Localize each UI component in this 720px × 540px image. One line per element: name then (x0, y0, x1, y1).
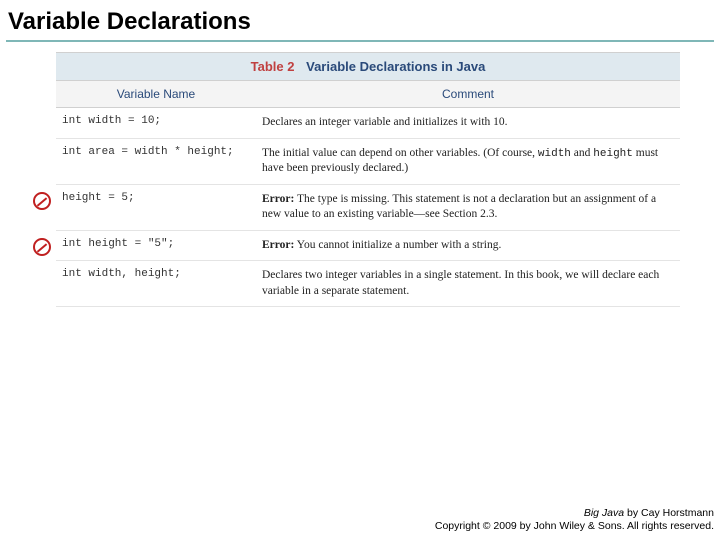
table-row: int width = 10;Declares an integer varia… (56, 108, 680, 139)
table-row: int height = "5";Error: You cannot initi… (56, 231, 680, 262)
error-indicator-cell (28, 139, 56, 184)
slide-footer: Big Java by Cay Horstmann Copyright © 20… (435, 507, 714, 534)
declarations-table: Table 2 Variable Declarations in Java Va… (56, 52, 680, 307)
table-caption: Table 2 Variable Declarations in Java (56, 53, 680, 81)
title-underline (6, 40, 714, 42)
comment-text: Declares two integer variables in a sing… (256, 261, 680, 306)
variable-code: int width = 10; (56, 108, 256, 138)
table-header-row: Variable Name Comment (56, 81, 680, 108)
variable-code: height = 5; (56, 185, 256, 230)
comment-text: Error: You cannot initialize a number wi… (256, 231, 680, 261)
error-indicator-cell (28, 108, 56, 138)
footer-copyright: Copyright © 2009 by John Wiley & Sons. A… (435, 520, 714, 534)
table-row: height = 5;Error: The type is missing. T… (56, 185, 680, 231)
header-comment: Comment (256, 81, 680, 107)
prohibited-icon (33, 238, 51, 256)
caption-label: Table 2 (251, 59, 295, 74)
variable-code: int height = "5"; (56, 231, 256, 261)
variable-code: int area = width * height; (56, 139, 256, 184)
error-indicator-cell (28, 231, 56, 261)
error-indicator-cell (28, 185, 56, 230)
table-row: int area = width * height;The initial va… (56, 139, 680, 185)
table-row: int width, height;Declares two integer v… (56, 261, 680, 307)
comment-text: Declares an integer variable and initial… (256, 108, 680, 138)
comment-text: The initial value can depend on other va… (256, 139, 680, 184)
header-variable-name: Variable Name (56, 81, 256, 107)
prohibited-icon (33, 192, 51, 210)
footer-byline: by Cay Horstmann (624, 507, 714, 519)
comment-text: Error: The type is missing. This stateme… (256, 185, 680, 230)
error-indicator-cell (28, 261, 56, 306)
footer-book-title: Big Java (584, 507, 624, 519)
variable-code: int width, height; (56, 261, 256, 306)
caption-text: Variable Declarations in Java (306, 59, 485, 74)
slide-title: Variable Declarations (0, 0, 720, 40)
